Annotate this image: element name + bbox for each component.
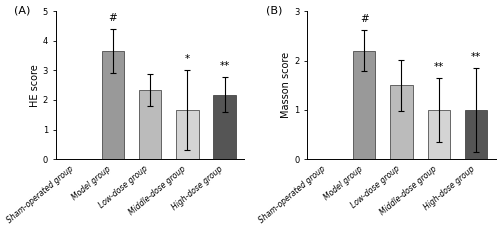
Bar [428,110,450,159]
Bar [353,51,376,159]
Bar [139,90,162,159]
Text: #: # [108,13,117,23]
Bar [214,95,236,159]
Text: (A): (A) [14,5,30,15]
Bar [176,110,199,159]
Text: **: ** [220,61,230,71]
Bar [390,85,412,159]
Y-axis label: Masson score: Masson score [282,52,292,118]
Text: **: ** [471,52,481,62]
Y-axis label: HE score: HE score [30,64,40,106]
Text: #: # [360,14,368,24]
Bar [465,110,487,159]
Text: (B): (B) [266,5,282,15]
Bar [102,51,124,159]
Text: **: ** [434,62,444,72]
Text: *: * [185,54,190,64]
